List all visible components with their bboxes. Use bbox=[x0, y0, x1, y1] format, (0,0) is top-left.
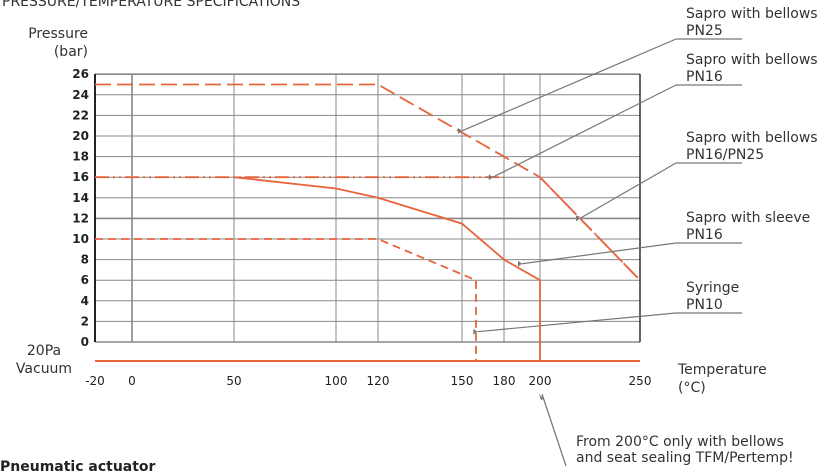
label-pointer-0 bbox=[461, 38, 677, 132]
y-tick-label: 12 bbox=[72, 211, 89, 225]
y-tick-label: 16 bbox=[72, 170, 89, 184]
y-tick-label: 18 bbox=[72, 150, 89, 164]
series-label-1: Sapro with bellows bbox=[686, 52, 818, 68]
series-label-0: PN25 bbox=[686, 23, 723, 39]
label-arrowhead-1 bbox=[488, 174, 493, 181]
series-line-2 bbox=[539, 176, 641, 281]
label-pointer-1 bbox=[492, 84, 677, 178]
vacuum-label: 20Pa bbox=[27, 343, 61, 359]
series-label-1: PN16 bbox=[686, 69, 723, 85]
y-tick-label: 22 bbox=[72, 108, 89, 122]
vacuum-label: Vacuum bbox=[16, 361, 72, 377]
y-axis-label: (bar) bbox=[54, 44, 88, 60]
series-label-3: Sapro with sleeve bbox=[686, 210, 810, 226]
label-arrowhead-3 bbox=[518, 260, 522, 267]
y-tick-label: 14 bbox=[72, 191, 89, 205]
y-tick-label: 6 bbox=[81, 273, 89, 287]
label-pointer-3 bbox=[521, 242, 677, 265]
x-tick-label: 0 bbox=[128, 374, 136, 388]
x-axis-label: Temperature bbox=[677, 362, 767, 378]
annotation-arrowhead bbox=[539, 394, 544, 400]
annotation-text: From 200°C only with bellows bbox=[576, 434, 784, 450]
y-tick-label: 10 bbox=[72, 232, 89, 246]
chart-title: PRESSURE/TEMPERATURE SPECIFICATIONS bbox=[2, 0, 300, 10]
series-label-4: PN10 bbox=[686, 297, 723, 313]
y-tick-label: 4 bbox=[81, 294, 89, 308]
x-tick-label: 200 bbox=[529, 374, 552, 388]
x-tick-label: -20 bbox=[85, 374, 105, 388]
annotation-pointer bbox=[541, 393, 567, 467]
x-tick-label: 100 bbox=[325, 374, 348, 388]
section-heading: Pneumatic actuator bbox=[0, 459, 156, 475]
x-tick-label: 180 bbox=[493, 374, 516, 388]
label-arrowhead-2 bbox=[576, 215, 580, 222]
series-label-3: PN16 bbox=[686, 227, 723, 243]
y-tick-label: 26 bbox=[72, 67, 89, 81]
series-label-4: Syringe bbox=[686, 280, 739, 296]
y-tick-label: 0 bbox=[81, 335, 89, 349]
annotation-text: and seat sealing TFM/Pertemp! bbox=[576, 450, 794, 466]
y-axis-label: Pressure bbox=[28, 26, 88, 42]
label-arrowhead-0 bbox=[458, 127, 462, 134]
x-tick-label: 150 bbox=[451, 374, 474, 388]
series-label-2: PN16/PN25 bbox=[686, 147, 764, 163]
label-pointer-2 bbox=[579, 162, 677, 219]
y-tick-label: 20 bbox=[72, 129, 89, 143]
series-line-4 bbox=[95, 238, 477, 361]
series-line-3 bbox=[233, 176, 541, 361]
x-axis-label: (°C) bbox=[678, 380, 706, 396]
label-arrowhead-4 bbox=[473, 328, 478, 335]
x-tick-label: 50 bbox=[226, 374, 241, 388]
y-tick-label: 8 bbox=[81, 253, 89, 267]
x-tick-label: 250 bbox=[629, 374, 652, 388]
label-pointer-4 bbox=[477, 312, 677, 333]
series-line-0 bbox=[95, 83, 641, 281]
y-tick-label: 24 bbox=[72, 88, 89, 102]
series-label-2: Sapro with bellows bbox=[686, 130, 818, 146]
y-tick-label: 2 bbox=[81, 314, 89, 328]
x-tick-label: 120 bbox=[367, 374, 390, 388]
series-label-0: Sapro with bellows bbox=[686, 6, 818, 22]
